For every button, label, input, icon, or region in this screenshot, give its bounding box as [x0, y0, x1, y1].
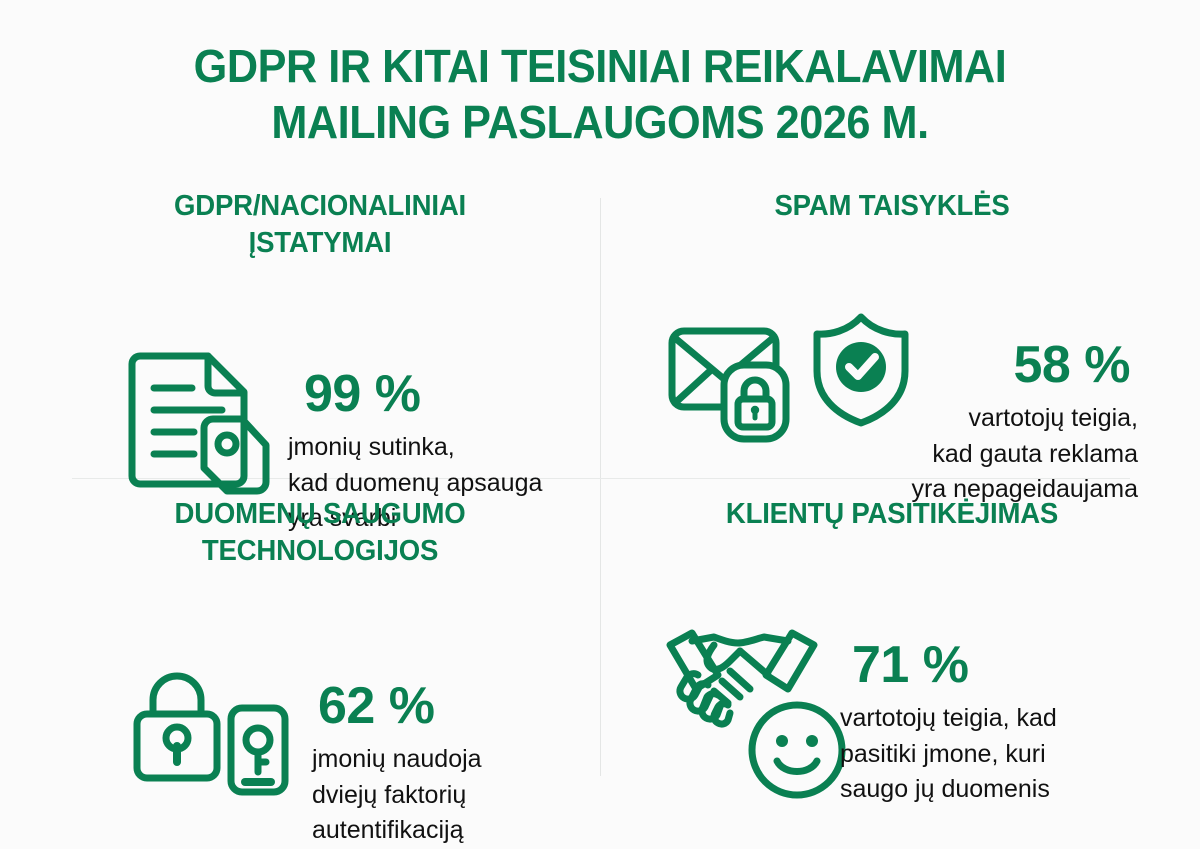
- padlock-phone-icon-group: [132, 670, 292, 796]
- quadrant-gdpr-stat: 99 % jmonių sutinka, kad duomenų apsauga…: [288, 368, 542, 537]
- quadrant-trust: KLIENTŲ PASITIKĖJIMAS: [612, 496, 1172, 803]
- quadrant-spam-description: vartotojų teigia, kad gauta reklama yra …: [844, 401, 1138, 508]
- quadrant-trust-description: vartotojų teigia, kad pasitiki jmone, ku…: [840, 701, 1057, 808]
- quadrant-datasec-title: DUOMENŲ SAUGUMO TECHNOLOGIJOS: [54, 496, 586, 570]
- quadrant-spam-desc-line-3: yra nepageidaujama: [911, 475, 1138, 504]
- quadrant-gdpr-body: 99 % jmonių sutinka, kad duomenų apsauga…: [40, 276, 600, 532]
- quadrant-datasec-title-line-2: TECHNOLOGIJOS: [201, 535, 439, 568]
- quadrant-trust-desc-line-1: vartotojų teigia, kad: [840, 704, 1057, 733]
- quadrant-trust-title-line-1: KLIENTŲ PASITIKĖJIMAS: [725, 498, 1059, 530]
- quadrant-gdpr-desc-line-3: yra svarbi: [288, 504, 397, 533]
- quadrant-datasec: DUOMENŲ SAUGUMO TECHNOLOGIJOS: [40, 496, 600, 844]
- quadrant-spam-title-line-1: SPAM TAISYKLĖS: [774, 190, 1010, 222]
- quadrant-trust-percent: 71 %: [852, 636, 969, 695]
- quadrant-gdpr-desc-line-1: jmonių sutinka,: [288, 433, 455, 462]
- quadrant-trust-desc-line-2: pasitiki jmone, kuri: [840, 739, 1046, 768]
- page-title: GDPR IR KITAI TEISINIAI REIKALAVIMAI MAI…: [36, 38, 1164, 150]
- quadrant-spam-desc-line-2: kad gauta reklama: [932, 439, 1138, 468]
- quadrant-spam: SPAM TAISYKLĖS: [612, 188, 1172, 503]
- quadrant-spam-stat: 58 % vartotojų teigia, kad gauta reklama…: [844, 339, 1138, 508]
- quadrant-datasec-percent: 62 %: [318, 677, 435, 736]
- quadrant-trust-body: 71 % vartotojų teigia, kad pasitiki jmon…: [612, 547, 1172, 803]
- quadrant-spam-body: 58 % vartotojų teigia, kad gauta reklama…: [612, 239, 1172, 503]
- quadrant-spam-percent: 58 %: [1013, 336, 1130, 395]
- page-title-line-1: GDPR IR KITAI TEISINIAI REIKALAVIMAI: [193, 40, 1007, 92]
- handshake-icon: [664, 623, 820, 728]
- phone-key-icon: [227, 704, 289, 796]
- horizontal-divider: [72, 478, 1130, 479]
- quadrant-gdpr: GDPR/NACIONALINIAI ĮSTATYMAI: [40, 188, 600, 532]
- quadrant-gdpr-percent: 99 %: [304, 365, 421, 424]
- vertical-divider: [600, 198, 601, 776]
- quadrant-gdpr-title: GDPR/NACIONALINIAI ĮSTATYMAI: [54, 188, 586, 262]
- quadrant-spam-desc-line-1: vartotojų teigia,: [968, 404, 1138, 433]
- quadrant-trust-desc-line-3: saugo jų duomenis: [840, 775, 1050, 804]
- shield-check-icon: [808, 311, 914, 429]
- envelope-lock-icon: [666, 321, 792, 445]
- quadrant-gdpr-title-line-1: GDPR/NACIONALINIAI: [174, 190, 466, 222]
- quadrant-datasec-desc-line-1: jmonių naudoja: [312, 745, 482, 774]
- quadrant-datasec-body: 62 % jmonių naudoja dviejų faktorių aute…: [40, 584, 600, 844]
- padlock-icon: [133, 672, 221, 782]
- quadrant-datasec-title-line-1: DUOMENŲ SAUGUMO: [174, 498, 466, 530]
- quadrant-datasec-desc-line-3: autentifikaciją: [312, 816, 464, 845]
- quadrant-datasec-desc-line-2: dviejų faktorių: [312, 780, 467, 809]
- quadrant-spam-title: SPAM TAISYKLĖS: [626, 188, 1158, 225]
- quadrant-trust-stat: 71 % vartotojų teigia, kad pasitiki jmon…: [840, 639, 1057, 808]
- quadrant-gdpr-desc-line-2: kad duomenų apsauga: [288, 468, 543, 497]
- infographic-root: GDPR IR KITAI TEISINIAI REIKALAVIMAI MAI…: [36, 38, 1172, 845]
- quadrant-gdpr-description: jmonių sutinka, kad duomenų apsauga yra …: [288, 430, 542, 537]
- document-tag-icon: [122, 350, 270, 502]
- quadrant-gdpr-title-line-2: ĮSTATYMAI: [248, 227, 392, 260]
- quadrant-datasec-stat: 62 % jmonių naudoja dviejų faktorių aute…: [312, 680, 482, 849]
- page-title-line-2: MAILING PASLAUGOMS 2026 M.: [271, 96, 929, 149]
- smiley-face-icon: [746, 699, 848, 801]
- quadrant-datasec-description: jmonių naudoja dviejų faktorių autentifi…: [312, 742, 482, 849]
- quadrant-trust-title: KLIENTŲ PASITIKĖJIMAS: [626, 496, 1158, 533]
